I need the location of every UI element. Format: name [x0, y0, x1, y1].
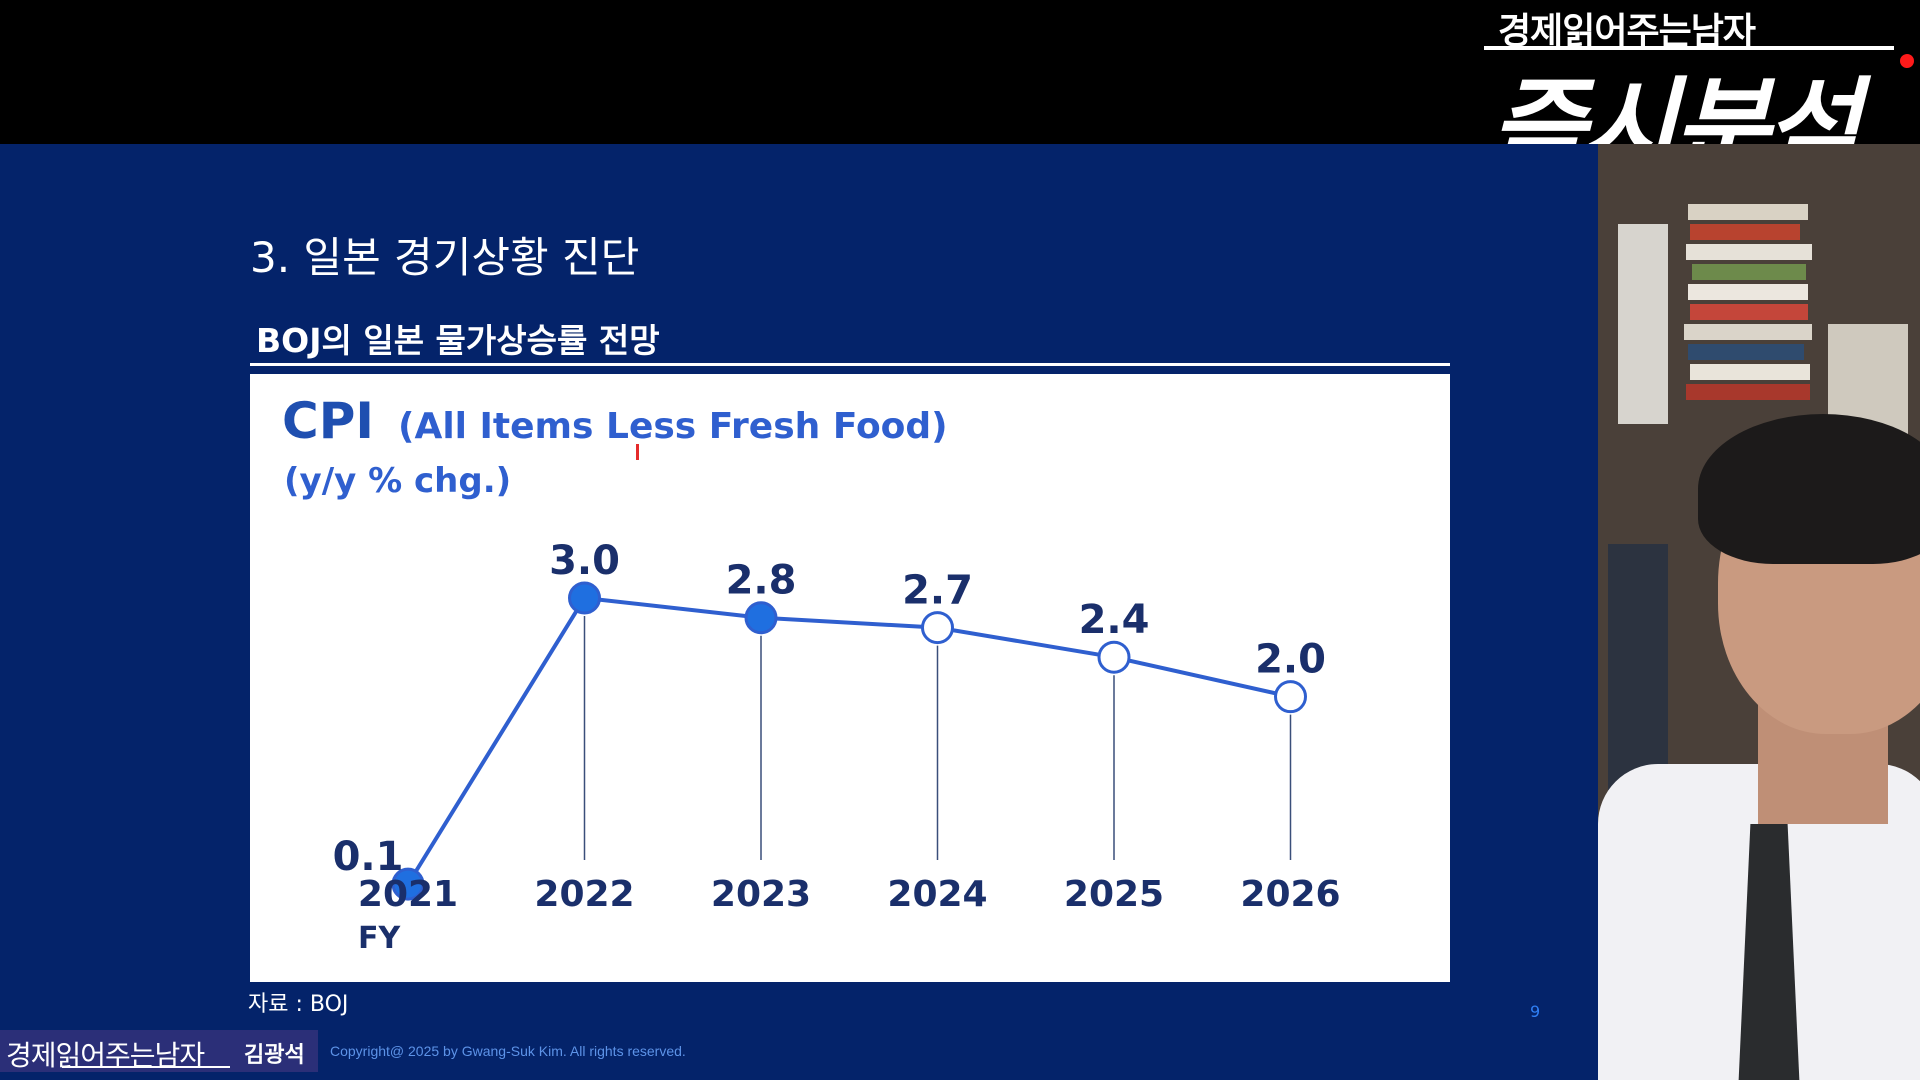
chart-panel: CPI (All Items Less Fresh Food) (y/y % c… — [250, 374, 1450, 982]
data-point-2024 — [921, 611, 954, 645]
x-tick-label-2024: 2024 — [887, 874, 987, 915]
value-label-2024: 2.7 — [902, 568, 973, 614]
cpi-line-chart: CPI (All Items Less Fresh Food) (y/y % c… — [282, 392, 1341, 956]
presentation-slide: 3. 일본 경기상황 진단 BOJ의 일본 물가상승률 전망 CPI (All … — [0, 144, 1598, 1080]
x-tick-label-2021: 2021 — [358, 874, 458, 915]
value-label-2025: 2.4 — [1079, 597, 1150, 643]
live-dot-icon — [1900, 54, 1914, 68]
book — [1688, 204, 1808, 220]
book — [1686, 384, 1810, 400]
slide-subtitle: BOJ의 일본 물가상승률 전망 — [256, 321, 660, 360]
book — [1690, 224, 1800, 240]
top-black-bar — [0, 0, 1920, 144]
footer-author: 김광석 — [244, 1043, 305, 1068]
book — [1690, 304, 1808, 320]
book — [1684, 324, 1812, 340]
x-tick-label-2025: 2025 — [1064, 874, 1164, 915]
x-tick-label-2023: 2023 — [711, 874, 811, 915]
cpi-series-line — [406, 595, 1291, 886]
footer-logo-box — [0, 1030, 318, 1072]
presenter-webcam — [1598, 144, 1920, 1080]
value-label-2026: 2.0 — [1255, 637, 1326, 683]
book — [1692, 264, 1806, 280]
chart-subtitle: (All Items Less Fresh Food) — [398, 406, 948, 447]
data-point-2021 — [391, 867, 425, 901]
presenter-hair — [1698, 414, 1920, 564]
x-sublabel-fy: FY — [358, 921, 401, 956]
text-cursor-icon — [636, 444, 639, 460]
footer-brand: 경제읽어주는남자 — [6, 1039, 205, 1072]
book — [1688, 284, 1808, 300]
channel-name-small: 경제읽어주는남자 — [1498, 11, 1756, 52]
x-tick-label-2026: 2026 — [1240, 874, 1340, 915]
slide-title: 3. 일본 경기상황 진단 — [250, 233, 640, 282]
chart-title: CPI — [282, 392, 374, 450]
book — [1686, 244, 1812, 260]
page-number: 9 — [1530, 1002, 1541, 1021]
book — [1618, 224, 1668, 424]
footer-brand-underline — [62, 1066, 230, 1068]
data-point-2026 — [1274, 680, 1307, 714]
source-note: 자료 : BOJ — [248, 992, 349, 1017]
book — [1690, 364, 1810, 380]
value-label-2023: 2.8 — [726, 558, 797, 604]
chart-y-axis-label: (y/y % chg.) — [284, 461, 511, 501]
subtitle-divider — [250, 363, 1450, 366]
data-point-2023 — [744, 601, 778, 635]
value-label-2021: 0.1 — [333, 834, 404, 880]
data-point-2022 — [568, 581, 601, 615]
brand-divider — [1484, 46, 1894, 50]
copyright-text: Copyright@ 2025 by Gwang-Suk Kim. All ri… — [330, 1043, 686, 1059]
data-point-2025 — [1097, 640, 1131, 674]
value-label-2022: 3.0 — [549, 538, 620, 584]
book — [1688, 344, 1804, 360]
x-tick-label-2022: 2022 — [534, 874, 634, 915]
